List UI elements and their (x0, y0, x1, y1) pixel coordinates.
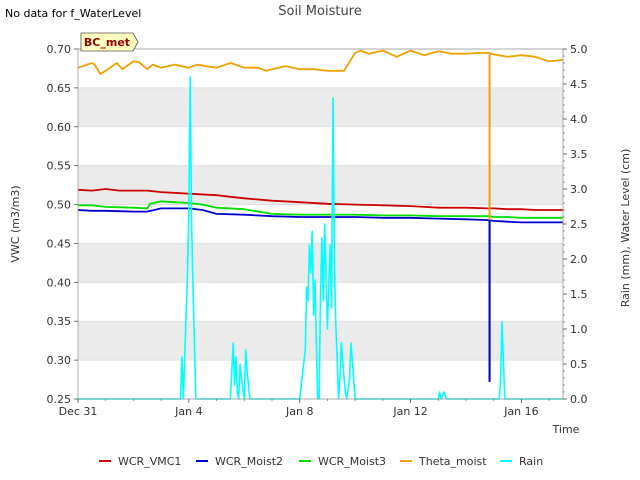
series-line-wcr-moist3 (78, 200, 563, 219)
chart-title: Soil Moisture (278, 4, 362, 19)
legend-label: WCR_Moist3 (318, 455, 386, 468)
y2-axis-label: Rain (mm), Water Level (cm) (619, 149, 632, 308)
legend: WCR_VMC1 WCR_Moist2 WCR_Moist3 Theta_moist R… (99, 455, 543, 468)
series-line-wcr-vmc1 (77, 188, 563, 211)
y-tick-label: 0.50 (47, 199, 72, 212)
x-tick-label: Jan 8 (285, 405, 313, 418)
y-tick-label: 0.55 (47, 160, 72, 173)
x-tick-label: Jan 4 (174, 405, 202, 418)
y2-tick-label: 4.0 (570, 113, 588, 126)
y2-tick-label: 2.5 (570, 218, 588, 231)
legend-item-wcr-moist3: WCR_Moist3 (299, 455, 386, 468)
legend-item-rain: Rain (500, 455, 543, 468)
y2-tick-label: 5.0 (570, 43, 588, 56)
legend-item-wcr-vmc1: WCR_VMC1 (99, 455, 181, 468)
legend-label: WCR_Moist2 (215, 455, 283, 468)
y-tick-label: 0.60 (47, 121, 72, 134)
y2-tick-label: 3.5 (570, 148, 588, 161)
y-tick-label: 0.65 (47, 82, 72, 95)
y2-tick-label: 4.5 (570, 78, 588, 91)
legend-label: Rain (519, 455, 543, 468)
x-tick-label: Jan 16 (503, 405, 538, 418)
x-tick-label: Dec 31 (59, 405, 98, 418)
y2-tick-label: 3.0 (570, 183, 588, 196)
labels-layer: 0.25 0.30 0.35 0.40 0.45 0.50 0.55 0.60 0.65 0.70… (9, 32, 632, 436)
axes-layer (74, 48, 567, 403)
no-data-note: No data for f_WaterLevel (5, 7, 142, 20)
x-tick-label: Jan 12 (392, 405, 427, 418)
y-tick-label: 0.25 (47, 393, 72, 406)
legend-label: WCR_VMC1 (118, 455, 181, 468)
y-tick-label: 0.35 (47, 315, 72, 328)
y2-tick-label: 0.0 (570, 393, 588, 406)
y2-tick-label: 2.0 (570, 253, 588, 266)
y-tick-label: 0.70 (47, 43, 72, 56)
y-tick-label: 0.40 (47, 276, 72, 289)
grid-band (78, 165, 563, 205)
y2-tick-label: 0.5 (570, 358, 588, 371)
site-badge-shape (80, 32, 139, 52)
legend-item-theta-moist: Theta_moist (400, 455, 487, 468)
series-line-theta-moist (77, 49, 564, 75)
y-axis-label: VWC (m3/m3) (9, 185, 22, 262)
y2-tick-label: 1.5 (570, 288, 588, 301)
y-tick-label: 0.30 (47, 354, 72, 367)
site-badge: BC_met (80, 32, 139, 52)
y2-tick-label: 1.0 (570, 323, 588, 336)
legend-item-wcr-moist2: WCR_Moist2 (196, 455, 283, 468)
legend-label: Theta_moist (418, 455, 487, 468)
grid-band (78, 87, 563, 127)
site-badge-label: BC_met (84, 36, 130, 49)
x-axis-label: Time (552, 423, 580, 436)
y-tick-label: 0.45 (47, 237, 72, 250)
